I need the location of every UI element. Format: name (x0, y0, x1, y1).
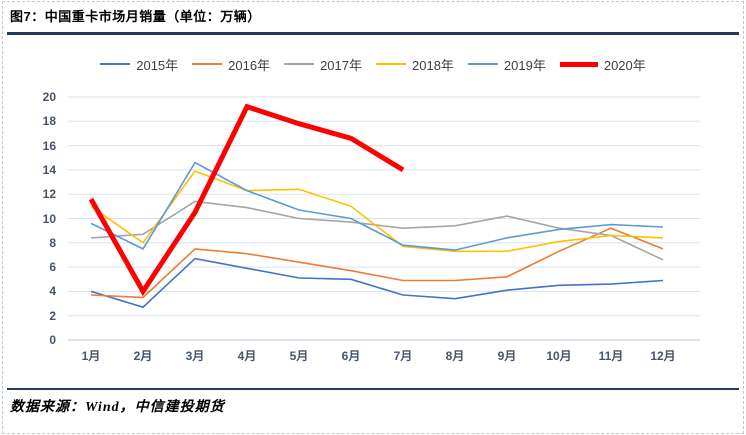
legend-label: 2018年 (412, 57, 454, 73)
series-line-2019年 (90, 161, 664, 251)
x-axis-tick-label: 10月 (546, 349, 572, 363)
x-axis-tick-label: 5月 (289, 349, 309, 363)
legend-line-swatch (559, 61, 598, 67)
legend-label: 2020年 (603, 57, 646, 73)
data-source-note: 数据来源：Wind，中信建投期货 (10, 400, 225, 415)
x-axis-tick-label: 4月 (237, 349, 257, 363)
legend-line-swatch (192, 63, 223, 65)
legend-item-2020年: 2020年 (559, 55, 646, 74)
y-axis-tick-label: 12 (42, 187, 56, 202)
legend-line-swatch (467, 63, 498, 65)
x-axis-tick-label: 8月 (445, 349, 465, 363)
legend-label: 2016年 (228, 57, 271, 73)
y-axis-tick-label: 2 (49, 308, 56, 323)
y-axis-tick-label: 4 (49, 284, 56, 299)
chart-legend: 2015年 2016年 2017年 2018年 2019年 2020年 (0, 52, 746, 76)
top-divider-rule (7, 32, 739, 35)
x-axis-tick-label: 1月 (81, 349, 101, 363)
legend-line-swatch (376, 63, 406, 65)
legend-line-swatch (100, 63, 131, 65)
series-line-2016年 (90, 227, 664, 299)
legend-item-2018年: 2018年 (376, 55, 454, 74)
x-axis-tick-label: 7月 (393, 349, 413, 363)
series-line-2018年 (90, 170, 664, 253)
y-axis-tick-label: 10 (42, 211, 56, 226)
legend-label: 2019年 (503, 57, 546, 73)
legend-item-2017年: 2017年 (284, 55, 362, 74)
x-axis-tick-label: 9月 (497, 349, 517, 363)
y-axis-tick-label: 14 (42, 162, 56, 177)
x-axis-tick-label: 2月 (133, 349, 153, 363)
series-line-2020年 (88, 103, 405, 297)
legend-item-2019年: 2019年 (467, 55, 546, 74)
bottom-divider-rule (7, 388, 739, 390)
y-axis-tick-label: 16 (42, 138, 56, 153)
figure-title: 图7：中国重卡市场月销量（单位：万辆） (10, 9, 261, 24)
y-axis-tick-label: 0 (49, 333, 56, 347)
y-axis-tick-label: 18 (42, 114, 56, 129)
y-axis-tick-label: 8 (49, 235, 56, 250)
y-axis-tick-label: 20 (42, 90, 56, 104)
series-line-2015年 (90, 257, 664, 309)
series-line-2017年 (90, 200, 664, 261)
legend-item-2015年: 2015年 (100, 55, 178, 74)
legend-label: 2015年 (136, 57, 179, 73)
x-axis-tick-label: 6月 (341, 349, 361, 363)
x-axis-tick-label: 3月 (185, 349, 205, 363)
legend-item-2016年: 2016年 (192, 55, 270, 74)
y-axis-tick-label: 6 (49, 260, 56, 275)
x-axis-tick-label: 11月 (598, 349, 624, 363)
legend-label: 2017年 (320, 57, 362, 73)
x-axis-tick-label: 12月 (650, 349, 676, 363)
legend-line-swatch (284, 63, 315, 65)
